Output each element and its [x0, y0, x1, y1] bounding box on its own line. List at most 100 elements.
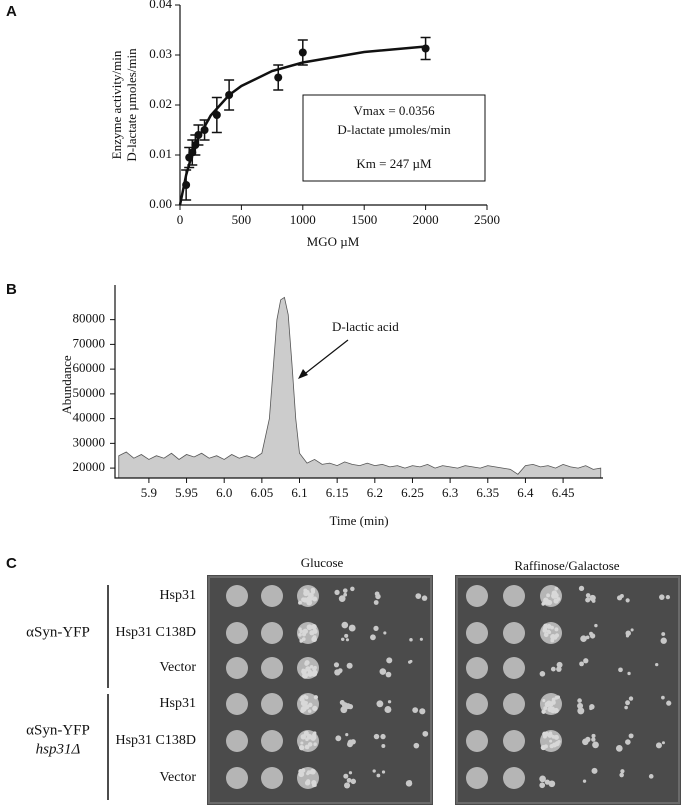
plate — [455, 575, 681, 805]
x-tick-label: 6.15 — [326, 485, 349, 500]
colony — [306, 772, 310, 776]
plate — [207, 575, 433, 805]
colony — [298, 627, 302, 631]
colony — [548, 780, 556, 788]
panel-letter: C — [6, 555, 17, 572]
colony — [300, 708, 305, 714]
colony — [372, 769, 376, 773]
y-tick-label: 60000 — [73, 360, 106, 375]
colony — [589, 633, 596, 639]
colony-spot — [261, 693, 283, 715]
annotation: Km = 247 µM — [356, 156, 432, 171]
colony — [347, 741, 353, 748]
data-point — [421, 44, 430, 53]
colony — [333, 662, 340, 668]
row-label: Hsp31 C138D — [115, 625, 196, 640]
colony — [585, 635, 590, 640]
colony — [346, 777, 352, 783]
row-label: Hsp31 — [159, 588, 196, 603]
colony — [381, 744, 386, 748]
axis-line — [114, 285, 603, 479]
colony-spot — [503, 585, 525, 607]
colony — [539, 782, 546, 789]
x-tick-label: 6.35 — [476, 485, 499, 500]
colony-spot — [226, 657, 248, 679]
colony — [370, 634, 376, 641]
colony — [302, 628, 308, 634]
colony — [556, 597, 561, 601]
colony — [415, 593, 422, 599]
colony — [655, 662, 659, 667]
data-point — [194, 131, 203, 139]
colony — [379, 668, 387, 675]
x-tick-label: 6.25 — [401, 485, 424, 500]
colony-spot — [503, 767, 525, 789]
colony — [625, 739, 631, 745]
colony — [421, 595, 428, 601]
colony — [661, 632, 666, 637]
colony — [616, 595, 623, 601]
colony — [409, 659, 413, 663]
row-label: Hsp31 — [159, 696, 196, 711]
colony-spot — [466, 767, 488, 789]
data-point — [274, 73, 283, 82]
colony — [539, 775, 546, 783]
colony — [313, 742, 317, 746]
x-tick-label: 1500 — [351, 212, 377, 227]
colony-spot — [226, 767, 248, 789]
colony — [543, 706, 548, 711]
colony — [540, 745, 546, 751]
colony — [577, 702, 584, 709]
x-tick-label: 2000 — [413, 212, 439, 227]
colony — [298, 600, 302, 605]
colony — [334, 589, 340, 595]
row-label: Hsp31 C138D — [115, 733, 196, 748]
colony — [312, 635, 317, 640]
colony — [312, 596, 318, 602]
colony — [665, 594, 671, 600]
colony — [350, 586, 355, 592]
colony — [412, 707, 419, 714]
colony — [301, 672, 308, 679]
colony — [582, 738, 589, 746]
colony-spot — [261, 730, 283, 752]
x-tick-label: 500 — [232, 212, 252, 227]
colony — [547, 630, 552, 634]
data-point — [212, 111, 221, 119]
y-tick-label: 0.03 — [149, 46, 172, 61]
colony — [554, 627, 559, 632]
colony — [591, 767, 598, 774]
x-tick-label: 6.2 — [367, 485, 383, 500]
colony — [307, 709, 312, 713]
annotation: D-lactic acid — [332, 319, 399, 334]
colony — [313, 731, 317, 735]
colony — [553, 592, 559, 599]
colony — [298, 633, 302, 637]
x-tick-label: 6.1 — [291, 485, 307, 500]
colony — [306, 666, 311, 672]
colony — [309, 630, 315, 636]
colony — [312, 733, 317, 738]
colony — [413, 742, 420, 749]
row-label: Vector — [159, 770, 196, 785]
colony — [550, 633, 556, 640]
colony — [344, 633, 349, 638]
colony — [556, 695, 561, 699]
colony — [298, 744, 305, 751]
colony — [306, 624, 313, 631]
colony — [376, 700, 384, 708]
group-sublabel: hsp31Δ — [36, 741, 81, 757]
colony — [313, 695, 319, 700]
y-tick-label: 20000 — [73, 459, 106, 474]
colony — [373, 733, 380, 740]
colony — [625, 598, 630, 603]
colony — [376, 773, 381, 778]
colony — [550, 638, 555, 643]
colony — [556, 661, 563, 668]
colony — [655, 742, 662, 749]
colony — [385, 671, 392, 678]
colony-spot — [503, 657, 525, 679]
x-tick-label: 6.4 — [517, 485, 534, 500]
colony — [407, 780, 412, 785]
x-tick-label: 6.45 — [552, 485, 575, 500]
